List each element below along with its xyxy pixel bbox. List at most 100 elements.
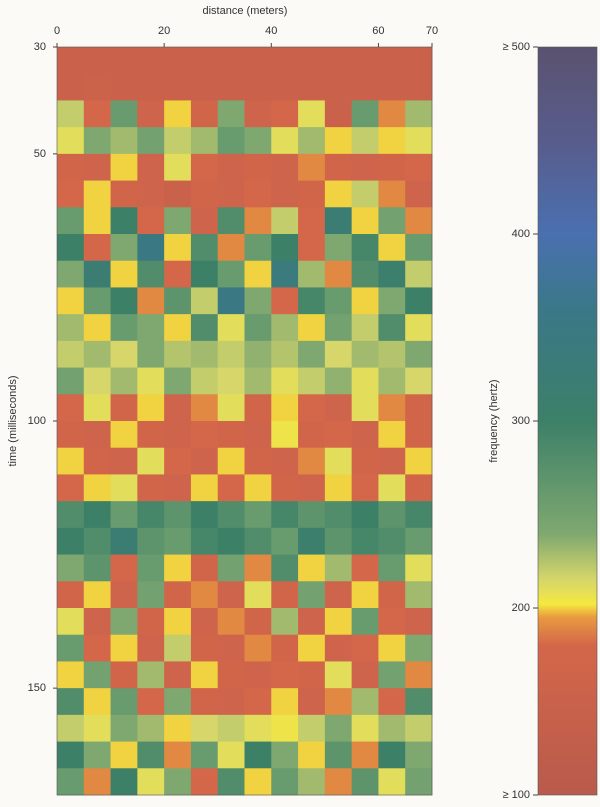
heatmap-cell bbox=[83, 287, 111, 315]
heatmap-cell bbox=[351, 234, 379, 262]
heatmap-cell bbox=[190, 768, 219, 796]
heatmap-cell bbox=[137, 153, 165, 181]
heatmap-cell bbox=[378, 394, 406, 422]
heatmap-cell bbox=[190, 554, 219, 582]
heatmap-cell bbox=[298, 634, 326, 662]
heatmap-cell bbox=[190, 153, 219, 181]
heatmap-cell bbox=[271, 100, 299, 128]
heatmap-cell bbox=[271, 421, 299, 449]
heatmap-cell bbox=[190, 100, 219, 128]
heatmap-cell bbox=[164, 180, 192, 208]
heatmap-cell bbox=[110, 527, 138, 555]
heatmap-cell bbox=[164, 688, 192, 716]
heatmap-cell bbox=[378, 207, 406, 235]
heatmap-cell bbox=[244, 260, 272, 288]
heatmap-cell bbox=[83, 180, 111, 208]
heatmap-cell bbox=[110, 260, 138, 288]
heatmap-cell bbox=[57, 608, 85, 636]
heatmap-cell bbox=[378, 234, 406, 262]
heatmap-cell bbox=[110, 421, 138, 449]
heatmap-cell bbox=[190, 634, 219, 662]
heatmap-cell bbox=[57, 527, 85, 555]
heatmap-cell bbox=[405, 421, 433, 449]
colorbar-tick-label: ≥ 500 bbox=[503, 41, 530, 53]
heatmap-cell bbox=[405, 714, 433, 742]
heatmap-cell bbox=[298, 741, 326, 769]
x-tick-label: 70 bbox=[426, 25, 438, 37]
heatmap-cell bbox=[137, 394, 165, 422]
heatmap-cell bbox=[244, 421, 272, 449]
heatmap-cell bbox=[110, 581, 138, 609]
heatmap-cell bbox=[137, 501, 165, 529]
heatmap-cell bbox=[57, 634, 85, 662]
heatmap-cell bbox=[405, 314, 433, 342]
heatmap-cell bbox=[378, 153, 406, 181]
heatmap-cell bbox=[405, 207, 433, 235]
heatmap-cell bbox=[217, 47, 245, 75]
heatmap-cell bbox=[190, 527, 219, 555]
heatmap-cell bbox=[405, 634, 433, 662]
heatmap-cell bbox=[378, 127, 406, 155]
heatmap-cell bbox=[57, 340, 85, 368]
heatmap-cell bbox=[217, 741, 245, 769]
heatmap-cell bbox=[324, 207, 353, 235]
heatmap-cell bbox=[244, 554, 272, 582]
heatmap-cell bbox=[271, 474, 299, 502]
heatmap-cell bbox=[298, 501, 326, 529]
heatmap-cell bbox=[351, 447, 379, 475]
heatmap-cell bbox=[298, 207, 326, 235]
heatmap-cell bbox=[351, 634, 379, 662]
heatmap-cell bbox=[137, 447, 165, 475]
heatmap-cell bbox=[190, 234, 219, 262]
heatmap-cell bbox=[83, 554, 111, 582]
heatmap-cell bbox=[244, 768, 272, 796]
heatmap-cell bbox=[271, 127, 299, 155]
heatmap-cell bbox=[405, 768, 433, 796]
colorbar-tick-label: ≥ 100 bbox=[503, 789, 530, 801]
heatmap-cell bbox=[164, 287, 192, 315]
heatmap-cell bbox=[351, 47, 379, 75]
heatmap-cell bbox=[378, 714, 406, 742]
heatmap-cell bbox=[351, 581, 379, 609]
heatmap-cell bbox=[351, 768, 379, 796]
heatmap-cell bbox=[190, 340, 219, 368]
heatmap-cell bbox=[405, 501, 433, 529]
heatmap-cell bbox=[137, 287, 165, 315]
heatmap-cell bbox=[83, 153, 111, 181]
heatmap-cell bbox=[405, 287, 433, 315]
heatmap-cell bbox=[324, 127, 353, 155]
heatmap-cell bbox=[244, 447, 272, 475]
heatmap-cell bbox=[351, 554, 379, 582]
heatmap-cell bbox=[217, 554, 245, 582]
heatmap-cell bbox=[83, 127, 111, 155]
heatmap-cell bbox=[271, 287, 299, 315]
heatmap-cell bbox=[271, 234, 299, 262]
y-tick-label: 150 bbox=[28, 682, 46, 694]
heatmap-cell bbox=[298, 153, 326, 181]
heatmap-cell bbox=[324, 421, 353, 449]
heatmap-cell bbox=[324, 688, 353, 716]
heatmap-cell bbox=[190, 260, 219, 288]
heatmap-cell bbox=[164, 714, 192, 742]
heatmap-cell bbox=[137, 234, 165, 262]
heatmap-cell bbox=[190, 127, 219, 155]
heatmap-cell bbox=[244, 234, 272, 262]
heatmap-cell bbox=[405, 100, 433, 128]
heatmap-cell bbox=[405, 73, 433, 101]
heatmap-cell bbox=[57, 394, 85, 422]
heatmap-cell bbox=[83, 47, 111, 75]
heatmap-cell bbox=[351, 153, 379, 181]
heatmap-cell bbox=[405, 153, 433, 181]
heatmap-cell bbox=[244, 581, 272, 609]
heatmap-cell bbox=[271, 260, 299, 288]
heatmap-cell bbox=[324, 180, 353, 208]
x-tick-label: 40 bbox=[265, 25, 277, 37]
heatmap-cell bbox=[83, 608, 111, 636]
heatmap-cell bbox=[137, 634, 165, 662]
heatmap-cell bbox=[110, 234, 138, 262]
heatmap-cell bbox=[110, 688, 138, 716]
heatmap-cell bbox=[137, 474, 165, 502]
heatmap-cell bbox=[378, 180, 406, 208]
heatmap-cell bbox=[190, 474, 219, 502]
heatmap-cell bbox=[217, 367, 245, 395]
